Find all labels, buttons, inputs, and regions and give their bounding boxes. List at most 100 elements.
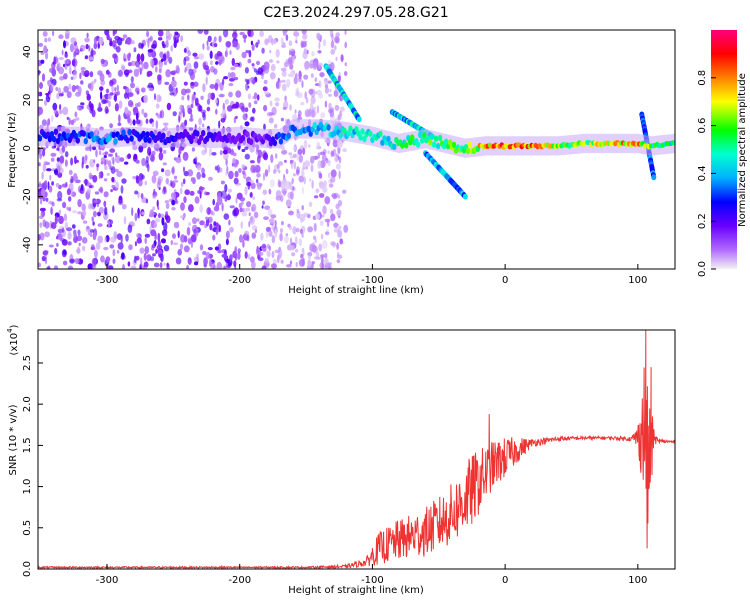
noise-speck bbox=[80, 183, 84, 191]
noise-speck bbox=[92, 210, 97, 218]
noise-speck bbox=[201, 167, 205, 175]
noise-speck bbox=[328, 183, 334, 188]
noise-speck bbox=[112, 53, 118, 59]
noise-speck bbox=[248, 93, 251, 100]
noise-speck bbox=[273, 169, 277, 175]
noise-speck bbox=[244, 230, 250, 236]
noise-speck bbox=[55, 87, 59, 91]
noise-speck bbox=[287, 223, 291, 228]
noise-speck bbox=[109, 40, 113, 47]
noise-speck bbox=[223, 76, 229, 80]
noise-speck bbox=[220, 180, 225, 185]
noise-speck bbox=[65, 30, 70, 38]
noise-speck bbox=[125, 73, 129, 78]
noise-speck bbox=[339, 238, 344, 245]
signal-cell bbox=[672, 140, 675, 146]
noise-speck bbox=[308, 254, 311, 261]
noise-speck bbox=[302, 147, 306, 155]
noise-speck bbox=[234, 170, 239, 178]
noise-speck bbox=[251, 63, 255, 67]
noise-speck bbox=[172, 111, 177, 117]
noise-speck bbox=[105, 88, 110, 94]
noise-speck bbox=[224, 50, 228, 57]
noise-speck bbox=[96, 163, 100, 168]
noise-speck bbox=[198, 53, 205, 60]
noise-speck bbox=[84, 73, 89, 78]
signal-cell bbox=[129, 135, 134, 142]
noise-speck bbox=[136, 91, 140, 95]
noise-speck bbox=[112, 30, 118, 35]
noise-speck bbox=[163, 222, 168, 232]
noise-speck bbox=[61, 145, 66, 153]
noise-speck bbox=[245, 82, 249, 92]
noise-speck bbox=[249, 116, 254, 122]
noise-speck bbox=[273, 123, 278, 129]
noise-speck bbox=[85, 164, 89, 169]
noise-speck bbox=[138, 145, 144, 153]
signal-cell bbox=[437, 134, 443, 142]
noise-speck bbox=[225, 262, 228, 267]
noise-speck bbox=[310, 109, 317, 118]
noise-speck bbox=[229, 254, 233, 261]
noise-speck bbox=[151, 59, 155, 69]
noise-speck bbox=[190, 177, 194, 182]
noise-speck bbox=[157, 30, 164, 37]
noise-speck bbox=[335, 37, 340, 44]
noise-speck bbox=[324, 87, 329, 94]
x-tick-label: 0 bbox=[502, 575, 508, 586]
noise-speck bbox=[92, 175, 98, 183]
noise-speck bbox=[241, 170, 246, 175]
noise-speck bbox=[337, 114, 341, 121]
noise-speck bbox=[149, 209, 155, 218]
noise-speck bbox=[147, 49, 154, 53]
noise-speck bbox=[180, 215, 185, 219]
noise-speck bbox=[319, 193, 325, 198]
noise-speck bbox=[139, 247, 145, 254]
noise-speck bbox=[313, 235, 317, 240]
noise-speck bbox=[320, 254, 326, 258]
noise-speck bbox=[223, 265, 226, 269]
noise-speck bbox=[127, 153, 132, 159]
noise-speck bbox=[299, 228, 303, 234]
noise-speck bbox=[202, 250, 207, 256]
noise-speck bbox=[183, 81, 188, 86]
noise-speck bbox=[165, 211, 169, 217]
noise-speck bbox=[241, 210, 248, 217]
noise-speck bbox=[159, 262, 163, 269]
noise-speck bbox=[98, 171, 101, 180]
noise-speck bbox=[301, 80, 304, 88]
noise-speck bbox=[280, 228, 283, 234]
noise-speck bbox=[342, 148, 347, 153]
noise-speck bbox=[281, 70, 287, 77]
noise-speck bbox=[231, 58, 235, 66]
y-tick-label: 20 bbox=[22, 94, 33, 107]
noise-speck bbox=[288, 40, 293, 47]
noise-speck bbox=[171, 167, 175, 174]
noise-speck bbox=[116, 91, 121, 96]
noise-speck bbox=[116, 171, 123, 178]
signal-cell bbox=[266, 134, 272, 142]
noise-speck bbox=[291, 177, 294, 184]
noise-speck bbox=[334, 156, 339, 162]
noise-speck bbox=[91, 244, 95, 250]
y-tick-label: 0.5 bbox=[22, 520, 33, 536]
noise-speck bbox=[208, 176, 213, 181]
signal-cell bbox=[358, 134, 363, 141]
noise-speck bbox=[203, 30, 209, 35]
y-tick-label: 2.0 bbox=[22, 396, 33, 412]
noise-speck bbox=[182, 151, 189, 161]
noise-speck bbox=[302, 161, 305, 171]
noise-speck bbox=[335, 163, 341, 170]
noise-speck bbox=[267, 164, 271, 173]
noise-speck bbox=[290, 191, 294, 200]
noise-speck bbox=[130, 40, 135, 45]
noise-speck bbox=[152, 206, 156, 211]
noise-speck bbox=[191, 147, 195, 152]
noise-speck bbox=[163, 122, 169, 126]
noise-speck bbox=[64, 59, 70, 65]
signal-cell bbox=[244, 130, 250, 138]
noise-speck bbox=[159, 213, 165, 218]
signal-cell bbox=[113, 138, 118, 145]
noise-speck bbox=[283, 235, 289, 244]
